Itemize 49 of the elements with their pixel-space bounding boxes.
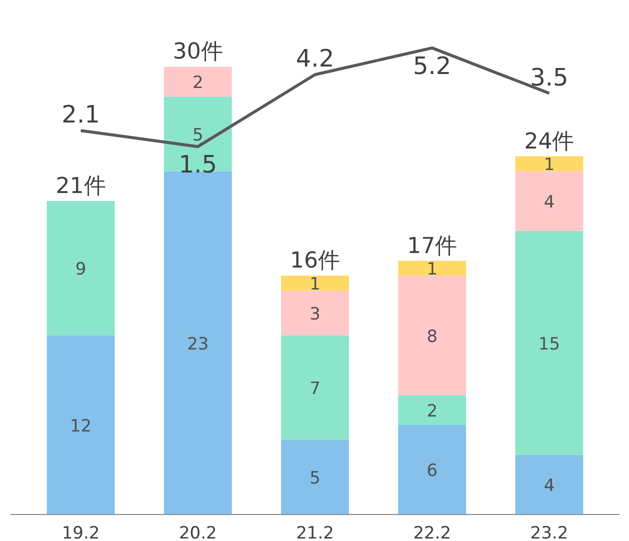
total-label: 30件 (172, 40, 223, 65)
bar (281, 440, 349, 514)
x-tick-label: 19.2 (62, 524, 100, 541)
bar (515, 454, 584, 514)
x-tick-label: 21.2 (296, 524, 334, 541)
data-label: 5.2 (413, 52, 452, 80)
bar (398, 395, 466, 425)
bar (515, 171, 584, 231)
bar (515, 156, 584, 172)
bar (164, 171, 232, 514)
bar (398, 260, 466, 276)
data-label: 3.5 (530, 63, 568, 92)
data-label: 6 (426, 461, 438, 482)
data-label: 1 (310, 274, 320, 295)
bar (515, 230, 584, 455)
data-label: 2.1 (62, 100, 100, 129)
bar (164, 96, 232, 172)
data-label: 23 (187, 334, 209, 354)
bar (281, 335, 349, 440)
total-label: 24件 (524, 129, 574, 154)
data-label: 12 (70, 416, 92, 436)
total-label: 21件 (56, 174, 106, 200)
data-label: 7 (310, 379, 320, 400)
bar (398, 424, 466, 514)
bar (281, 290, 349, 336)
data-label: 15 (538, 334, 560, 354)
data-label: 3 (310, 304, 320, 324)
x-tick-label: 22.2 (413, 524, 452, 541)
bar (398, 276, 466, 396)
data-label: 4 (544, 476, 555, 496)
bar (281, 276, 349, 291)
data-label: 1.5 (178, 150, 217, 179)
data-label: 2 (426, 402, 438, 422)
data-label: 1 (426, 260, 438, 280)
bar (46, 201, 115, 336)
x-tick-label: 20.2 (178, 524, 217, 541)
data-label: 5 (192, 125, 204, 146)
data-label: 9 (75, 260, 86, 280)
bar (46, 335, 115, 514)
x-tick-label: 23.2 (530, 524, 568, 541)
bar (164, 66, 232, 97)
data-label: 2 (192, 73, 204, 94)
data-label: 8 (426, 326, 438, 347)
data-label: 5 (310, 468, 320, 489)
total-label: 17件 (407, 234, 458, 259)
data-label: 1 (544, 155, 555, 176)
data-label: 4 (544, 192, 555, 213)
data-label: 4.2 (296, 44, 334, 73)
total-label: 16件 (290, 248, 340, 274)
